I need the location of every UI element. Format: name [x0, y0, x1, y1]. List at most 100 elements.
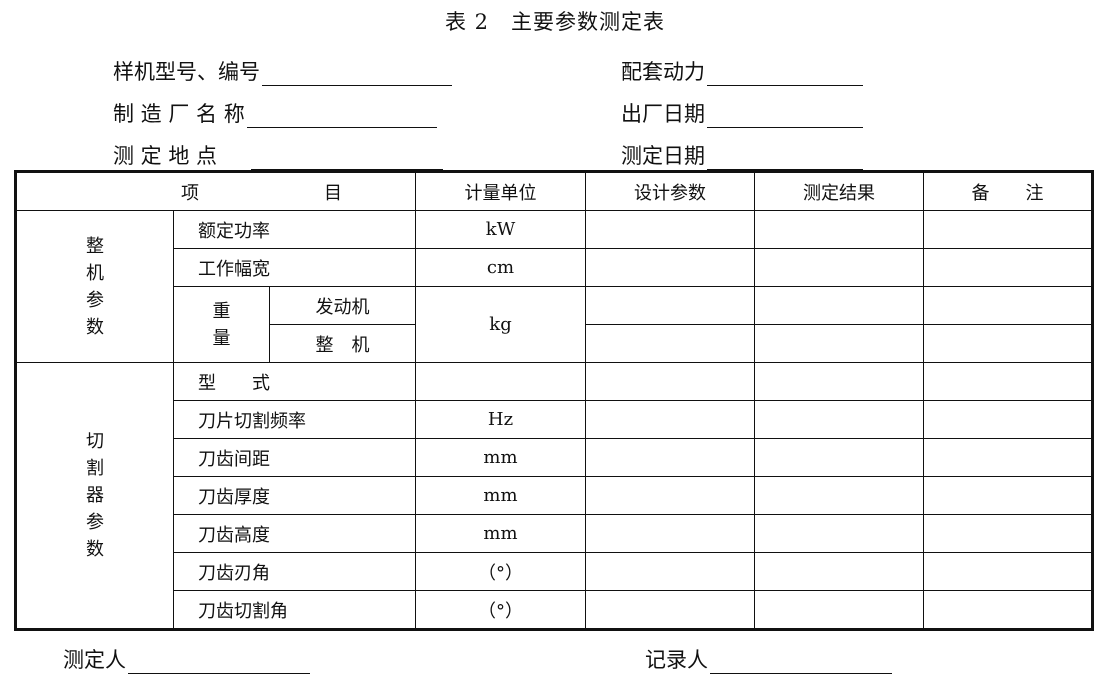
table-row: 工作幅宽 cm [16, 248, 1093, 287]
result-cell[interactable] [754, 514, 924, 553]
date-test-field: 测定日期 [621, 140, 863, 170]
recorder-field: 记录人 [645, 644, 892, 674]
tester-field: 测定人 [63, 644, 310, 674]
remark-cell[interactable] [923, 362, 1093, 401]
group-machine: 整机参数 [15, 210, 174, 363]
table-row: 刀齿高度 mm [16, 514, 1093, 553]
row-unit: kW [415, 210, 586, 249]
row-name: 发动机 [269, 286, 416, 325]
header-result: 测定结果 [754, 171, 924, 211]
result-cell[interactable] [754, 400, 924, 439]
date-test-blank [707, 149, 863, 170]
row-name: 刀齿高度 [173, 514, 416, 553]
header-item: 项目 [15, 171, 416, 211]
table-row: 刀齿刃角 （°） [16, 552, 1093, 591]
remark-cell[interactable] [923, 286, 1093, 325]
design-cell[interactable] [585, 552, 755, 591]
date-made-field: 出厂日期 [621, 98, 863, 128]
remark-cell[interactable] [923, 476, 1093, 515]
design-cell[interactable] [585, 362, 755, 401]
design-cell[interactable] [585, 248, 755, 287]
group-machine-label: 整机参数 [85, 235, 104, 338]
document-title: 表 2 主要参数测定表 [444, 10, 666, 34]
table-row: 切割器参数 型 式 [15, 362, 1093, 630]
design-cell[interactable] [585, 438, 755, 477]
row-unit: Hz [415, 400, 586, 439]
header-design: 设计参数 [585, 171, 755, 211]
header-item-a: 项 [181, 182, 199, 204]
model-no-blank [262, 65, 452, 86]
power-label: 配套动力 [621, 60, 705, 84]
result-cell[interactable] [754, 476, 924, 515]
parameter-table: 项目 计量单位 设计参数 测定结果 备 注 整机参数 额定功率 kW 工作幅宽 … [14, 170, 1094, 631]
row-name: 刀齿间距 [173, 438, 416, 477]
tester-blank [128, 653, 310, 674]
row-unit: mm [415, 438, 586, 477]
weight-label: 重量 [212, 300, 231, 349]
design-cell[interactable] [585, 476, 755, 515]
table-header-row: 项目 计量单位 设计参数 测定结果 备 注 [15, 171, 1093, 211]
table-row: 重量 发动机 kg [16, 286, 1093, 363]
result-cell[interactable] [754, 286, 924, 325]
remark-cell[interactable] [923, 248, 1093, 287]
header-remark: 备 注 [923, 171, 1093, 211]
model-no-label: 样机型号、编号 [113, 60, 260, 84]
remark-cell[interactable] [923, 324, 1093, 363]
row-unit: mm [415, 476, 586, 515]
row-unit: （°） [415, 552, 586, 591]
row-unit: kg [415, 286, 586, 363]
table-row: 刀齿切割角 （°） [16, 590, 1093, 630]
header-unit: 计量单位 [415, 171, 586, 211]
table-row: 刀齿间距 mm [16, 438, 1093, 477]
recorder-label: 记录人 [645, 648, 708, 672]
tester-label: 测定人 [63, 648, 126, 672]
row-name: 刀齿厚度 [173, 476, 416, 515]
table-row: 整机参数 额定功率 kW [15, 210, 1093, 363]
model-no-field: 样机型号、编号 [113, 56, 452, 86]
table-row: 刀片切割频率 Hz [16, 400, 1093, 439]
design-cell[interactable] [585, 590, 755, 630]
design-cell[interactable] [585, 324, 755, 363]
result-cell[interactable] [754, 362, 924, 401]
remark-cell[interactable] [923, 210, 1093, 249]
table-row: 刀齿厚度 mm [16, 476, 1093, 515]
result-cell[interactable] [754, 590, 924, 630]
row-name: 刀齿刃角 [173, 552, 416, 591]
remark-cell[interactable] [923, 590, 1093, 630]
maker-field: 制 造 厂 名 称 [113, 98, 437, 128]
row-name: 整 机 [269, 324, 416, 363]
result-cell[interactable] [754, 210, 924, 249]
row-name: 刀齿切割角 [173, 590, 416, 630]
power-blank [707, 65, 863, 86]
remark-cell[interactable] [923, 400, 1093, 439]
date-test-label: 测定日期 [621, 144, 705, 168]
result-cell[interactable] [754, 248, 924, 287]
result-cell[interactable] [754, 324, 924, 363]
row-unit [415, 362, 586, 401]
row-name: 额定功率 [173, 210, 416, 249]
design-cell[interactable] [585, 286, 755, 325]
row-name: 型 式 [173, 362, 416, 401]
remark-cell[interactable] [923, 438, 1093, 477]
row-name: 工作幅宽 [173, 248, 416, 287]
result-cell[interactable] [754, 552, 924, 591]
recorder-blank [710, 653, 892, 674]
design-cell[interactable] [585, 210, 755, 249]
site-label: 测 定 地 点 [113, 144, 218, 168]
design-cell[interactable] [585, 400, 755, 439]
date-made-blank [707, 107, 863, 128]
remark-cell[interactable] [923, 552, 1093, 591]
group-cutter-label: 切割器参数 [85, 431, 104, 560]
group-cutter: 切割器参数 [15, 362, 174, 630]
maker-blank [246, 107, 437, 128]
row-name: 刀片切割频率 [173, 400, 416, 439]
remark-cell[interactable] [923, 514, 1093, 553]
power-field: 配套动力 [621, 56, 863, 86]
row-unit: cm [415, 248, 586, 287]
design-cell[interactable] [585, 514, 755, 553]
result-cell[interactable] [754, 438, 924, 477]
row-unit: （°） [415, 590, 586, 630]
site-field: 测 定 地 点 [113, 140, 444, 170]
row-unit: mm [415, 514, 586, 553]
maker-label: 制 造 厂 名 称 [113, 102, 245, 126]
